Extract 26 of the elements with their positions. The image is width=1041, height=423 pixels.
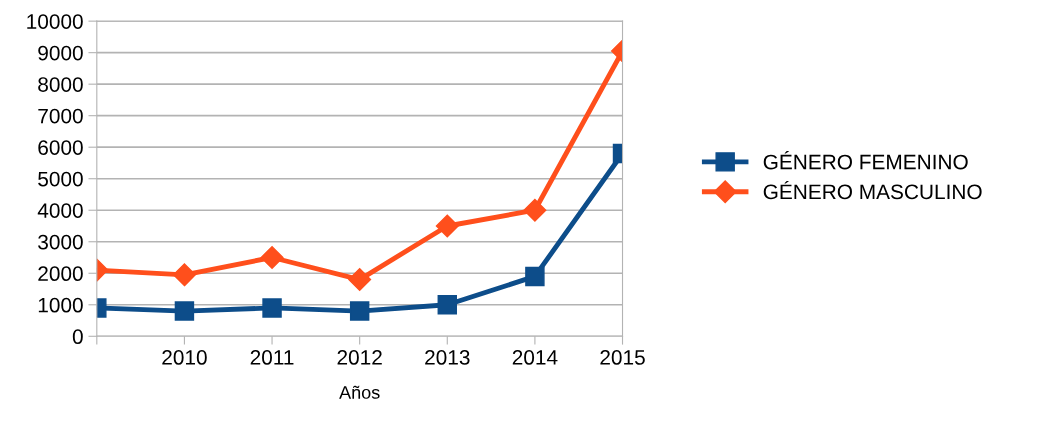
y-tick-label: 0 [72,329,83,345]
point [435,214,459,238]
point [437,295,458,315]
y-tick-label: 7000 [38,108,83,124]
x-tick-label: 2011 [250,350,294,365]
y-tick-label: 4000 [37,203,83,218]
x-tick-label: 2013 [425,350,470,365]
x-tick-label: 2010 [162,350,207,365]
x-axis-title: Años [339,385,380,399]
point [348,268,372,292]
y-tick-label: 5000 [38,171,83,187]
y-tick-label: 9000 [38,45,83,61]
y-tick-label: 6000 [38,140,83,155]
legend-label: GÉNERO MASCULINO [763,180,982,200]
y-tick-label: 10000 [27,14,83,29]
y-tick-label: 2000 [38,266,83,282]
y-tick-label: 1000 [38,297,83,313]
x-tick-label: 2015 [600,350,645,365]
y-tick-label: 3000 [38,234,83,250]
x-tick-label: 2014 [512,350,558,365]
point [349,301,370,321]
point [260,246,284,269]
y-tick-label: 8000 [38,77,83,92]
x-tick-label: 2012 [337,350,382,365]
legend-label: GÉNERO FEMENINO [763,151,968,170]
point [262,298,282,318]
